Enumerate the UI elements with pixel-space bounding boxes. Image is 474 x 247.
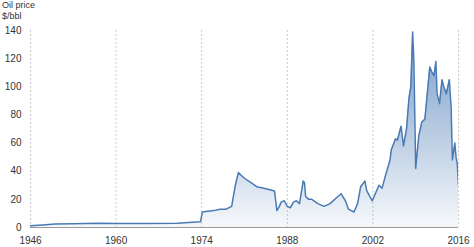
svg-text:2002: 2002 bbox=[362, 235, 385, 246]
svg-text:100: 100 bbox=[5, 81, 22, 92]
svg-text:1946: 1946 bbox=[19, 235, 42, 246]
svg-text:80: 80 bbox=[10, 109, 22, 120]
html-text:Oil price: Oil price bbox=[2, 0, 35, 10]
svg-text:1960: 1960 bbox=[105, 235, 128, 246]
html-text:$/bbl: $/bbl bbox=[2, 11, 22, 21]
svg-text:1974: 1974 bbox=[191, 235, 214, 246]
svg-text:60: 60 bbox=[10, 137, 22, 148]
svg-text:20: 20 bbox=[10, 194, 22, 205]
svg-text:2016: 2016 bbox=[447, 235, 470, 246]
svg-text:0: 0 bbox=[16, 222, 22, 233]
svg-text:40: 40 bbox=[10, 165, 22, 176]
svg-text:140: 140 bbox=[5, 25, 22, 36]
svg-text:120: 120 bbox=[5, 53, 22, 64]
svg-text:1988: 1988 bbox=[276, 235, 299, 246]
